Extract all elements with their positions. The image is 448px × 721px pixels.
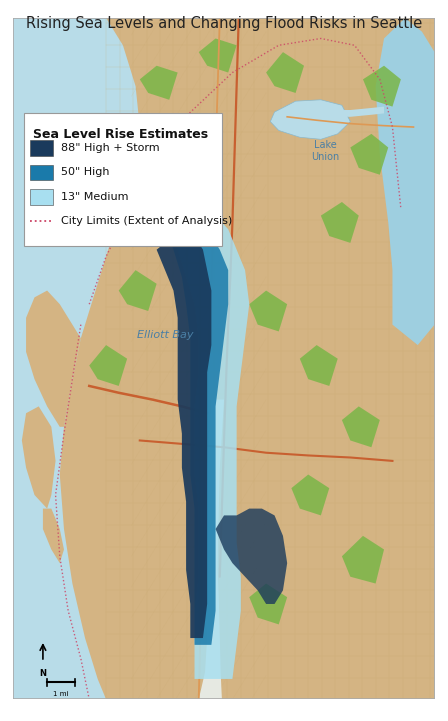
Polygon shape	[43, 508, 64, 563]
Bar	[30, 164, 53, 180]
Polygon shape	[152, 202, 228, 645]
Bar	[30, 189, 53, 205]
Polygon shape	[13, 18, 435, 699]
Polygon shape	[89, 345, 127, 386]
Text: City Limits (Extent of Analysis): City Limits (Extent of Analysis)	[61, 216, 232, 226]
Polygon shape	[161, 127, 207, 182]
Text: Rising Sea Levels and Changing Flood Risks in Seattle: Rising Sea Levels and Changing Flood Ris…	[26, 16, 422, 31]
Text: N: N	[39, 668, 47, 678]
Polygon shape	[342, 107, 384, 117]
Polygon shape	[300, 345, 338, 386]
Bar	[24, 113, 222, 247]
Polygon shape	[350, 134, 388, 174]
Text: Elliott Bay: Elliott Bay	[137, 329, 193, 340]
Polygon shape	[60, 18, 435, 699]
Polygon shape	[291, 474, 329, 516]
Polygon shape	[342, 407, 380, 447]
Text: 50" High: 50" High	[61, 167, 109, 177]
Polygon shape	[266, 52, 304, 93]
Polygon shape	[321, 202, 359, 243]
Polygon shape	[249, 291, 287, 332]
Text: 1 mi: 1 mi	[53, 691, 69, 696]
Polygon shape	[157, 229, 211, 638]
Polygon shape	[199, 38, 237, 73]
Polygon shape	[22, 407, 56, 508]
Polygon shape	[106, 188, 144, 229]
Polygon shape	[375, 18, 435, 345]
Polygon shape	[215, 508, 287, 604]
Polygon shape	[148, 174, 249, 679]
Polygon shape	[270, 99, 350, 139]
Bar	[30, 140, 53, 156]
Text: 88" High + Storm: 88" High + Storm	[61, 143, 159, 153]
Polygon shape	[249, 583, 287, 624]
Polygon shape	[342, 536, 384, 583]
Text: Sea Level Rise Estimates: Sea Level Rise Estimates	[33, 128, 208, 141]
Polygon shape	[26, 291, 81, 427]
Polygon shape	[119, 270, 157, 311]
Polygon shape	[363, 66, 401, 107]
Text: 13" Medium: 13" Medium	[61, 192, 129, 202]
Polygon shape	[199, 399, 224, 699]
Polygon shape	[140, 66, 178, 99]
Text: Lake
Union: Lake Union	[311, 140, 339, 162]
